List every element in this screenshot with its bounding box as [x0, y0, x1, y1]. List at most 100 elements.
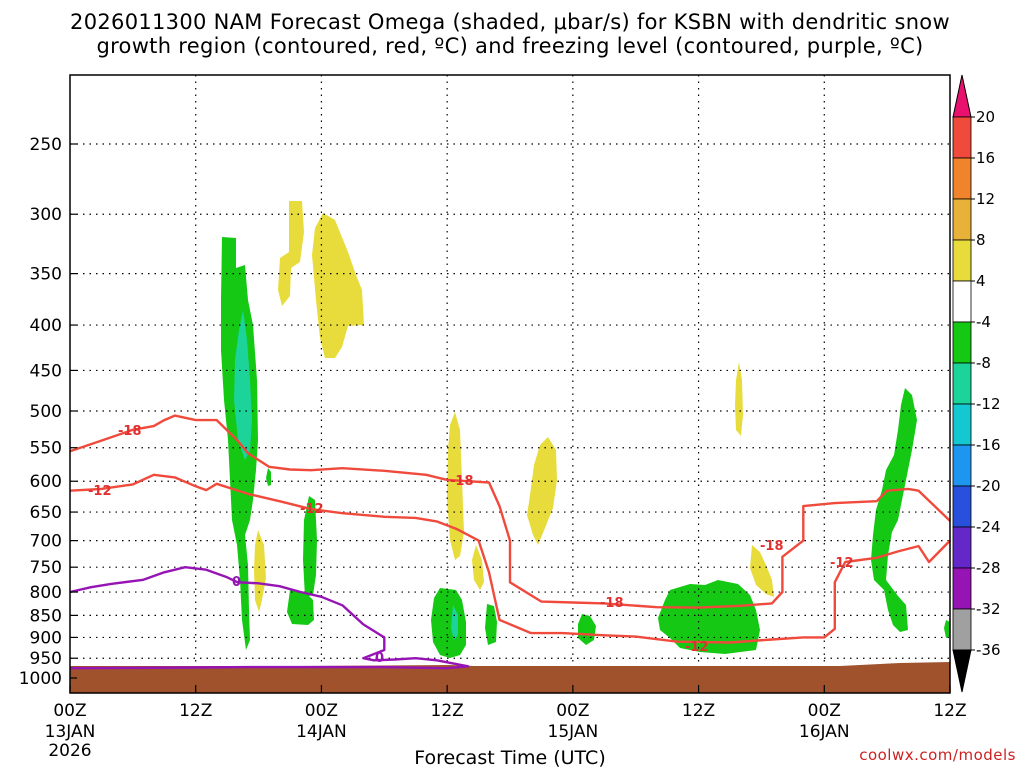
- omega-negative-region: [451, 605, 458, 640]
- omega-positive-region: [750, 545, 774, 597]
- y-tick-label: 450: [30, 361, 62, 381]
- x-tick-label: 00Z: [808, 701, 841, 721]
- colorbar-label: 16: [976, 149, 995, 167]
- contour-label-dgz-warm: -12: [300, 502, 324, 517]
- contour-labels: -18 -12 -12 -18 -18 -12 -18 -12 0 0: [88, 424, 854, 666]
- omega-shading: [221, 201, 950, 658]
- omega-negative-region: [431, 588, 466, 658]
- colorbar-segment: [952, 321, 972, 364]
- contour-label-dgz-warm: -12: [830, 556, 854, 571]
- contour-label-freezing: 0: [375, 651, 384, 666]
- colorbar-segment: [952, 280, 972, 323]
- colorbar-label: -36: [976, 641, 1001, 659]
- y-tick-label: 400: [30, 316, 62, 336]
- y-tick-label: 650: [30, 503, 62, 523]
- x-tick-label: 00Z: [305, 701, 338, 721]
- omega-negative-region: [287, 590, 314, 625]
- omega-negative-region: [485, 604, 497, 645]
- plot-frame: [69, 74, 951, 694]
- y-tick-label: 350: [30, 265, 62, 285]
- colorbar-label: 12: [976, 190, 995, 208]
- omega-positive-region: [254, 530, 266, 612]
- x-tick-year-label: 2026: [48, 741, 91, 761]
- omega-negative-region: [578, 614, 596, 645]
- y-tick-label: 900: [30, 628, 62, 648]
- colorbar-label: -20: [976, 477, 1001, 495]
- surface-terrain-top: [70, 662, 950, 672]
- colorbar-segment: [952, 116, 972, 159]
- colorbar-segment: [952, 567, 972, 610]
- omega-positive-region: [527, 437, 557, 545]
- colorbar: 20 16 12 8 4 -4 -8 -12 -16 -20 -24 -28 -32 -36: [952, 74, 1001, 693]
- x-tick-label: 00Z: [53, 701, 86, 721]
- chart-title-line1: 2026011300 NAM Forecast Omega (shaded, μ…: [70, 10, 950, 34]
- contour-label-dgz-cold: -18: [600, 596, 624, 611]
- y-tick-label: 600: [30, 472, 62, 492]
- y-tick-label: 850: [30, 606, 62, 626]
- omega-positive-region: [278, 201, 304, 306]
- chart-title-line2: growth region (contoured, red, ºC) and f…: [96, 34, 923, 58]
- x-tick-date-label: 13JAN: [45, 722, 96, 742]
- colorbar-segment: [952, 239, 972, 282]
- colorbar-segment: [952, 403, 972, 446]
- contour-lines: [69, 414, 951, 670]
- colorbar-label: -8: [976, 354, 991, 372]
- colorbar-label: 20: [976, 108, 995, 126]
- colorbar-max-arrow: [952, 74, 972, 118]
- x-tick-label: 12Z: [933, 701, 966, 721]
- contour-label-dgz-cold: -18: [450, 474, 474, 489]
- dgz-18c-upper-contour-line: [69, 414, 951, 609]
- x-tick-label: 12Z: [179, 701, 212, 721]
- omega-negative-region: [658, 580, 760, 654]
- colorbar-segment: [952, 198, 972, 241]
- contour-label-dgz-warm: -12: [88, 484, 112, 499]
- y-tick-label: 1000: [19, 669, 62, 689]
- plot-area: [70, 75, 950, 693]
- colorbar-label: 8: [976, 231, 986, 249]
- colorbar-label: 4: [976, 272, 986, 290]
- colorbar-label: -4: [976, 313, 991, 331]
- y-tick-label: 800: [30, 583, 62, 603]
- omega-positive-region: [735, 362, 743, 436]
- omega-negative-region: [944, 620, 950, 638]
- omega-negative-region: [303, 496, 317, 597]
- colorbar-segment: [952, 485, 972, 528]
- colorbar-min-arrow: [952, 649, 972, 693]
- colorbar-segment: [952, 526, 972, 569]
- y-tick-label: 500: [30, 402, 62, 422]
- omega-positive-region: [447, 412, 464, 560]
- y-tick-label: 700: [30, 532, 62, 552]
- y-tick-label: 750: [30, 558, 62, 578]
- omega-negative-region: [871, 388, 917, 632]
- contour-label-freezing: 0: [232, 575, 241, 590]
- colorbar-label: -32: [976, 600, 1001, 618]
- omega-negative-region: [234, 310, 252, 460]
- contour-label-dgz-cold: -18: [760, 539, 784, 554]
- y-tick-label: 250: [30, 135, 62, 155]
- omega-negative-region: [266, 468, 271, 486]
- omega-positive-region: [472, 545, 484, 590]
- x-axis-label: Forecast Time (UTC): [414, 747, 605, 768]
- credit-text: coolwx.com/models: [859, 746, 1016, 764]
- x-tick-date-label: 14JAN: [296, 722, 347, 742]
- x-tick-label: 12Z: [682, 701, 715, 721]
- contour-label-dgz-warm: -12: [685, 640, 709, 655]
- colorbar-label: -24: [976, 518, 1001, 536]
- y-tick-label: 300: [30, 205, 62, 225]
- omega-positive-region: [312, 213, 364, 358]
- y-axis: 2503003504004505005506006507007508008509…: [19, 135, 77, 689]
- grid-lines: [70, 75, 950, 693]
- colorbar-segment: [952, 362, 972, 405]
- contour-label-dgz-cold: -18: [118, 424, 142, 439]
- colorbar-label: -16: [976, 436, 1001, 454]
- freezing-level-0c-line: [69, 566, 470, 670]
- colorbar-label: -28: [976, 559, 1001, 577]
- x-tick-date-label: 15JAN: [548, 722, 599, 742]
- x-tick-date-label: 16JAN: [799, 722, 850, 742]
- colorbar-segment: [952, 608, 972, 651]
- colorbar-segment: [952, 444, 972, 487]
- x-tick-label: 00Z: [556, 701, 589, 721]
- x-tick-label: 12Z: [431, 701, 464, 721]
